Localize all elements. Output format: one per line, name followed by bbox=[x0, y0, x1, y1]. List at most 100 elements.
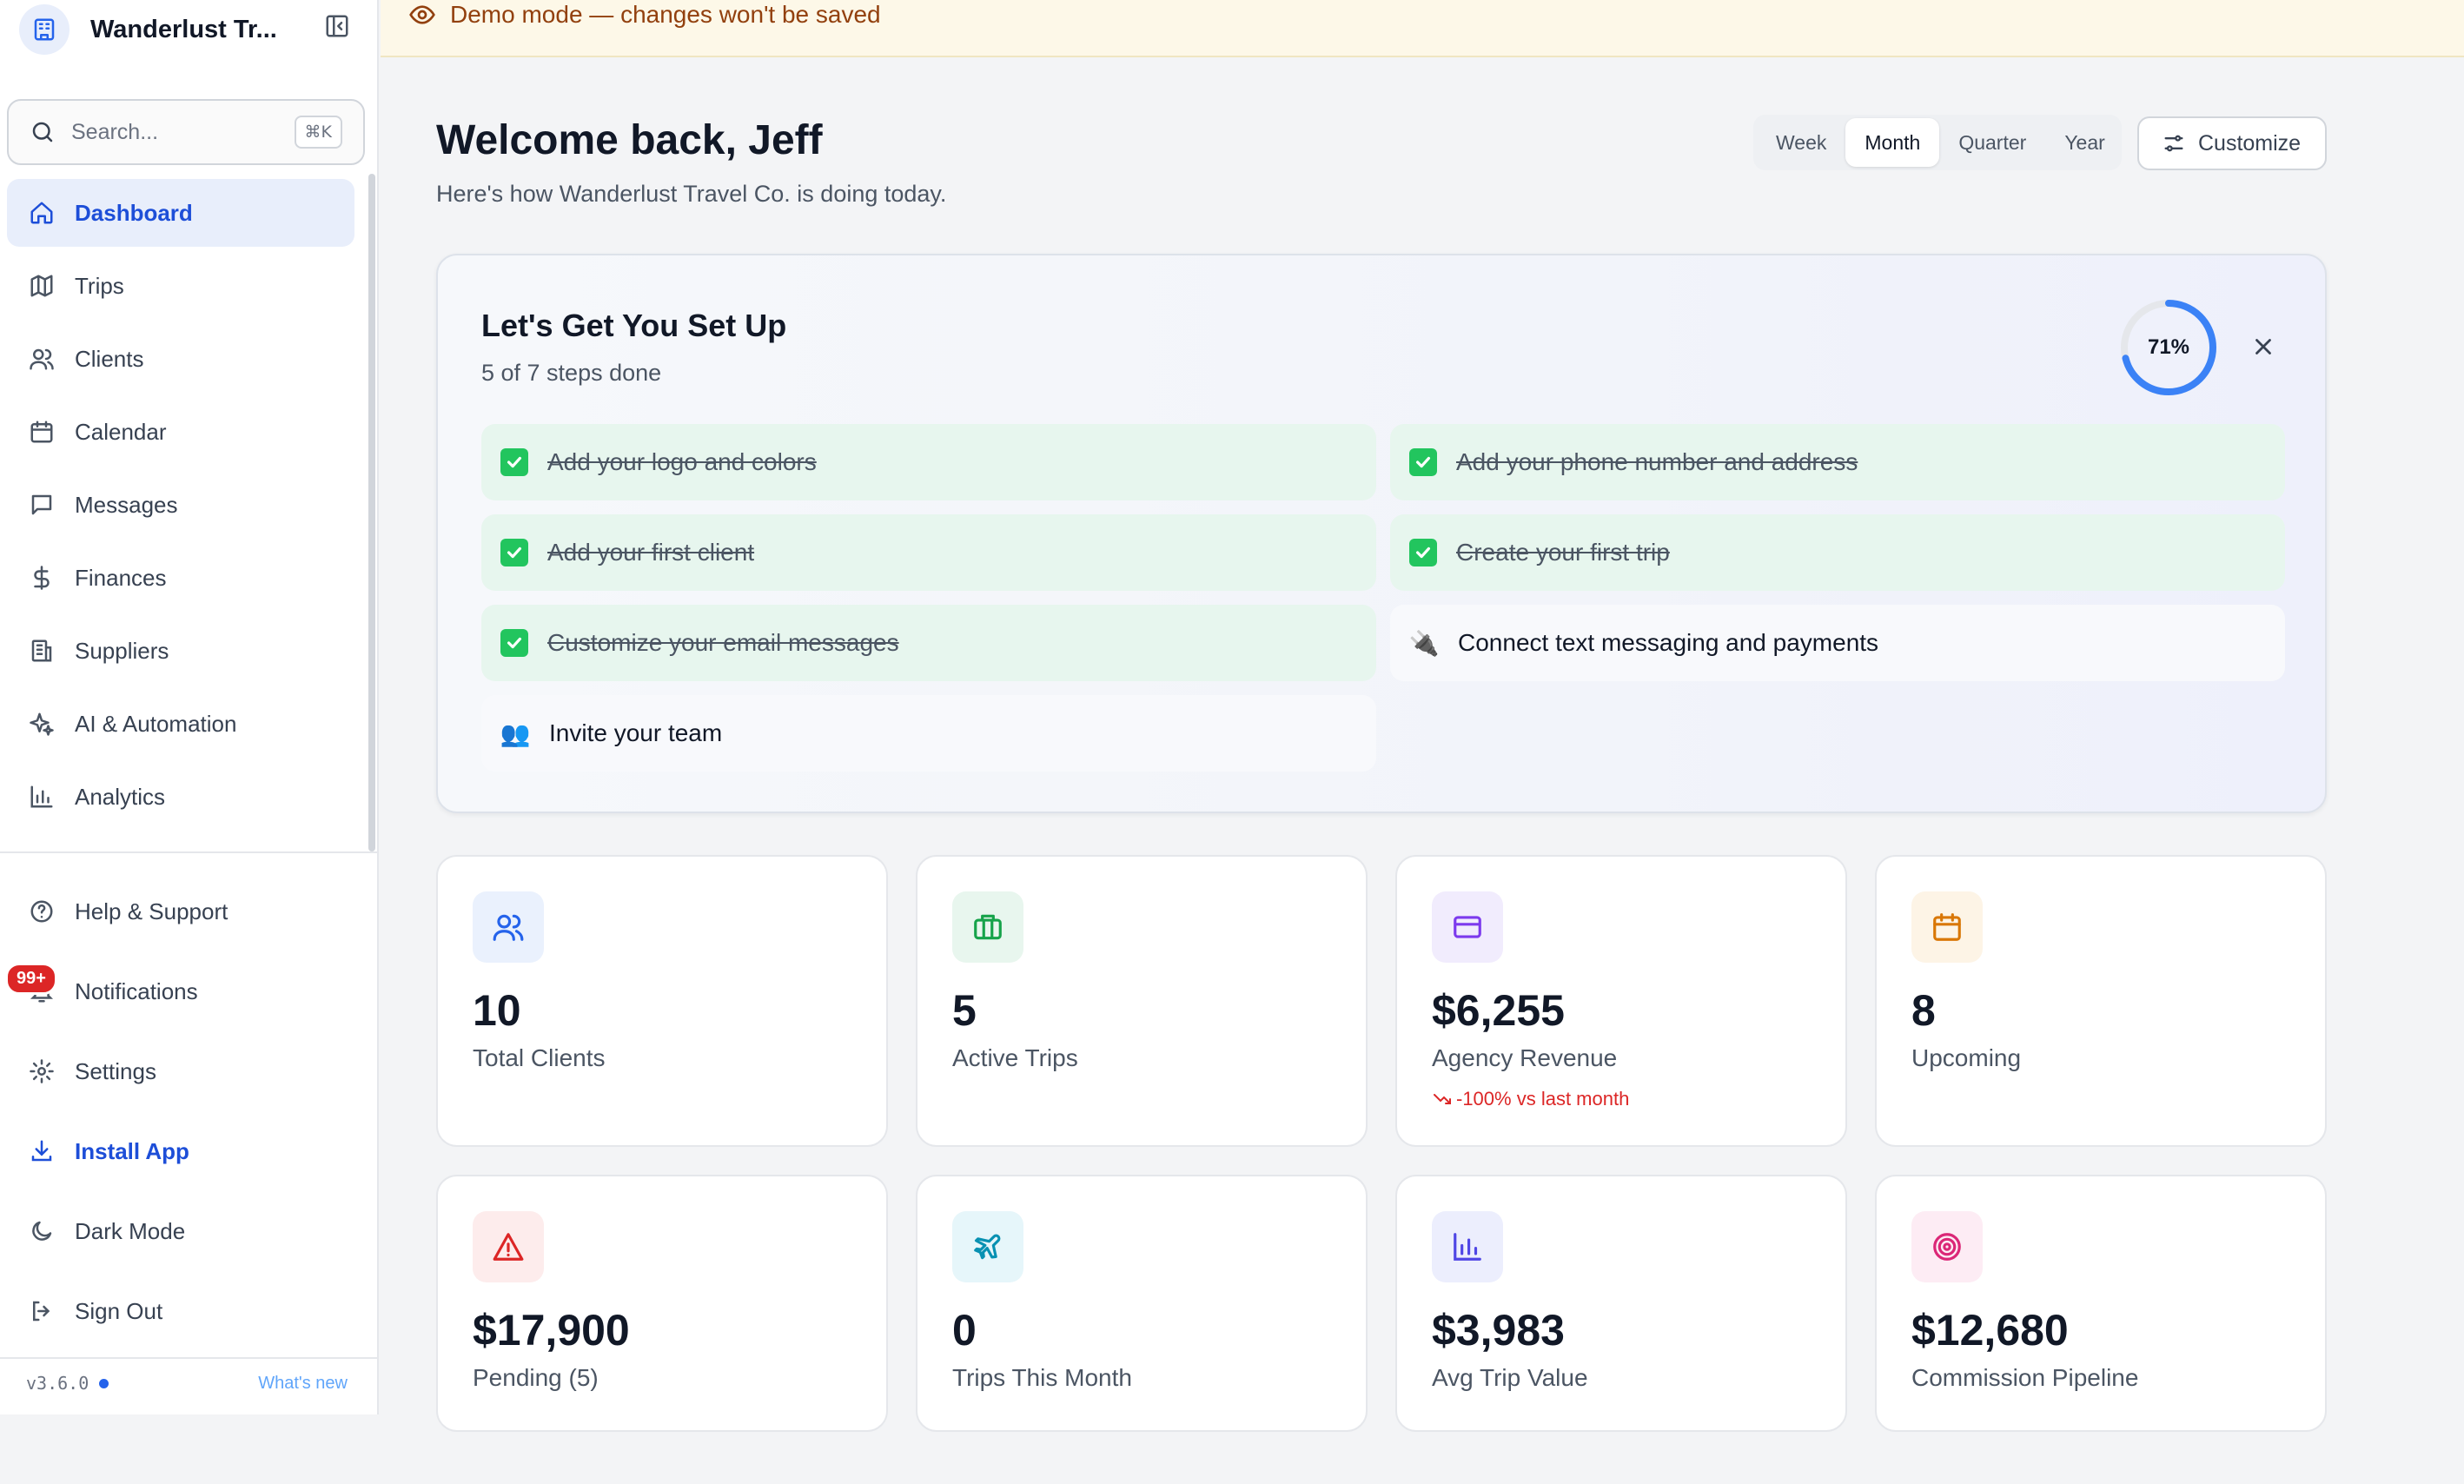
stat-trend-text: -100% vs last month bbox=[1456, 1088, 1630, 1110]
close-icon[interactable] bbox=[2250, 334, 2276, 360]
users-icon bbox=[473, 891, 544, 963]
period-week[interactable]: Week bbox=[1776, 130, 1827, 154]
plane-icon bbox=[952, 1211, 1023, 1282]
sidebar-item-label: Settings bbox=[75, 1057, 156, 1084]
period-quarter[interactable]: Quarter bbox=[1958, 130, 2027, 154]
setup-step-connect[interactable]: 🔌 Connect text messaging and payments bbox=[1390, 605, 2285, 681]
stat-card-trips-this-month[interactable]: 0 Trips This Month bbox=[916, 1175, 1368, 1432]
setup-step-client[interactable]: Add your first client bbox=[481, 514, 1376, 591]
target-icon bbox=[1911, 1211, 1983, 1282]
download-icon bbox=[26, 1136, 57, 1167]
gear-icon bbox=[26, 1056, 57, 1087]
sidebar-item-ai-automation[interactable]: AI & Automation bbox=[7, 690, 354, 758]
stat-card-agency-revenue[interactable]: $6,255 Agency Revenue -100% vs last mont… bbox=[1395, 855, 1847, 1147]
sidebar-item-label: Notifications bbox=[75, 977, 198, 1004]
sidebar-item-label: Messages bbox=[75, 491, 178, 518]
stat-card-upcoming[interactable]: 8 Upcoming bbox=[1875, 855, 2327, 1147]
building-icon bbox=[26, 635, 57, 666]
stat-label: Upcoming bbox=[1911, 1044, 2022, 1071]
brand[interactable]: Wanderlust Tr... bbox=[19, 3, 367, 56]
sparkles-icon bbox=[26, 708, 57, 739]
stat-label: Commission Pipeline bbox=[1911, 1364, 2139, 1391]
sidebar-item-dark-mode[interactable]: Dark Mode bbox=[7, 1194, 372, 1269]
setup-title: Let's Get You Set Up bbox=[481, 308, 787, 343]
sidebar-item-label: Suppliers bbox=[75, 637, 169, 664]
setup-card: Let's Get You Set Up 5 of 7 steps done 7… bbox=[436, 254, 2327, 813]
customize-label: Customize bbox=[2198, 130, 2302, 156]
sidebar-item-analytics[interactable]: Analytics bbox=[7, 763, 354, 831]
setup-progress-ring bbox=[2121, 300, 2216, 395]
briefcase-icon bbox=[952, 891, 1023, 963]
stat-card-active-trips[interactable]: 5 Active Trips bbox=[916, 855, 1368, 1147]
sliders-icon bbox=[2164, 135, 2183, 152]
sidebar-item-finances[interactable]: Finances bbox=[7, 544, 354, 612]
app-name: Wanderlust Tr... bbox=[90, 15, 277, 43]
whats-new-link[interactable]: What's new bbox=[258, 1373, 348, 1393]
check-icon bbox=[1409, 539, 1437, 566]
sidebar-item-label: Sign Out bbox=[75, 1297, 163, 1324]
sidebar-item-label: Clients bbox=[75, 345, 144, 372]
sidebar-scrollbar[interactable] bbox=[368, 174, 375, 851]
setup-step-phone[interactable]: Add your phone number and address bbox=[1390, 424, 2285, 500]
page-title: Welcome back, Jeff bbox=[436, 117, 823, 163]
moon-icon bbox=[26, 1216, 57, 1247]
sign-out-icon bbox=[26, 1295, 57, 1327]
sidebar-item-clients[interactable]: Clients bbox=[7, 325, 354, 393]
sidebar-item-label: Dark Mode bbox=[75, 1217, 186, 1244]
setup-step-logo[interactable]: Add your logo and colors bbox=[481, 424, 1376, 500]
sidebar-item-messages[interactable]: Messages bbox=[7, 471, 354, 539]
collapse-sidebar-icon[interactable] bbox=[323, 12, 351, 40]
stat-value: $6,255 bbox=[1432, 986, 1565, 1035]
setup-step-invite[interactable]: 👥 Invite your team bbox=[481, 695, 1376, 772]
period-selector: Week Month Quarter Year bbox=[1753, 115, 2122, 170]
setup-step-trip[interactable]: Create your first trip bbox=[1390, 514, 2285, 591]
stat-label: Pending (5) bbox=[473, 1364, 599, 1391]
setup-step-email[interactable]: Customize your email messages bbox=[481, 605, 1376, 681]
main-nav: Dashboard Trips Clients Calendar Message… bbox=[7, 179, 354, 836]
check-icon bbox=[500, 539, 528, 566]
bottom-nav: Help & Support Notifications Settings In… bbox=[7, 874, 372, 1354]
period-year[interactable]: Year bbox=[2064, 130, 2105, 154]
dollar-icon bbox=[26, 562, 57, 593]
sidebar-item-calendar[interactable]: Calendar bbox=[7, 398, 354, 466]
sidebar-item-label: Finances bbox=[75, 564, 167, 591]
sidebar-item-help[interactable]: Help & Support bbox=[7, 874, 372, 949]
period-month[interactable]: Month bbox=[1845, 118, 1940, 167]
sidebar-item-trips[interactable]: Trips bbox=[7, 252, 354, 320]
stat-label: Agency Revenue bbox=[1432, 1044, 1618, 1071]
sidebar-item-suppliers[interactable]: Suppliers bbox=[7, 617, 354, 685]
map-icon bbox=[26, 270, 57, 301]
stat-card-avg-trip-value[interactable]: $3,983 Avg Trip Value bbox=[1395, 1175, 1847, 1432]
sidebar-item-settings[interactable]: Settings bbox=[7, 1034, 372, 1109]
stat-label: Avg Trip Value bbox=[1432, 1364, 1588, 1391]
demo-banner: Demo mode — changes won't be saved bbox=[381, 0, 2464, 57]
stat-card-total-clients[interactable]: 10 Total Clients bbox=[436, 855, 888, 1147]
stat-trend: -100% vs last month bbox=[1432, 1088, 1629, 1110]
update-dot bbox=[99, 1378, 109, 1388]
home-icon bbox=[26, 197, 57, 229]
search-placeholder: Search... bbox=[71, 119, 159, 144]
message-icon bbox=[26, 489, 57, 520]
stat-value: 10 bbox=[473, 986, 521, 1035]
stat-card-commission-pipeline[interactable]: $12,680 Commission Pipeline bbox=[1875, 1175, 2327, 1432]
alert-triangle-icon bbox=[473, 1211, 544, 1282]
check-icon bbox=[500, 629, 528, 657]
sidebar-item-dashboard[interactable]: Dashboard bbox=[7, 179, 354, 247]
stat-value: 5 bbox=[952, 986, 977, 1035]
sidebar-item-install-app[interactable]: Install App bbox=[7, 1114, 372, 1189]
sidebar-item-label: Help & Support bbox=[75, 898, 229, 924]
sidebar-item-label: Trips bbox=[75, 272, 124, 299]
sidebar-item-sign-out[interactable]: Sign Out bbox=[7, 1274, 372, 1348]
sidebar-item-label: Calendar bbox=[75, 418, 167, 445]
search-icon bbox=[32, 122, 53, 142]
sidebar: Wanderlust Tr... Search... ⌘K Dashboard … bbox=[0, 0, 379, 1414]
search-input[interactable]: Search... ⌘K bbox=[7, 99, 365, 165]
setup-step-label: Customize your email messages bbox=[547, 629, 899, 656]
sidebar-item-notifications[interactable]: Notifications bbox=[7, 954, 372, 1029]
search-shortcut: ⌘K bbox=[294, 116, 342, 149]
trend-down-icon bbox=[1434, 1094, 1451, 1104]
customize-button[interactable]: Customize bbox=[2137, 116, 2327, 170]
stat-card-pending[interactable]: $17,900 Pending (5) bbox=[436, 1175, 888, 1432]
setup-step-label: Add your first client bbox=[547, 539, 755, 566]
stat-value: $12,680 bbox=[1911, 1306, 2069, 1355]
